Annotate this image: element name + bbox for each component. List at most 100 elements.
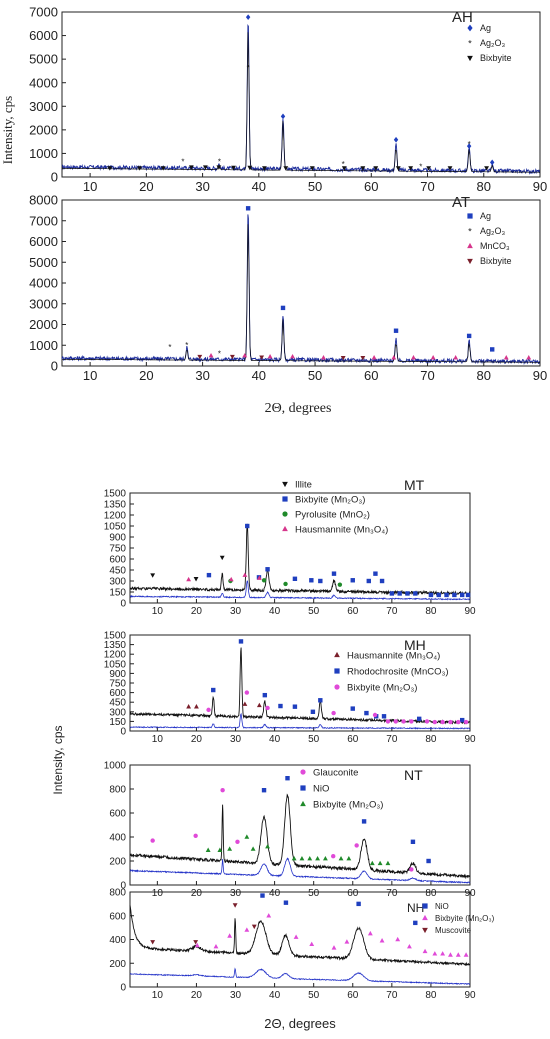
phase-marker [216, 165, 222, 170]
top-ylabel: Intensity, cps [0, 96, 15, 164]
reference-trace [129, 857, 471, 884]
phase-marker [232, 903, 238, 908]
phase-marker [193, 940, 199, 945]
y-tick-label: 6000 [29, 234, 58, 249]
legend-label: Rhodochrosite (MnCO₃) [347, 666, 449, 677]
y-tick-label: 1350 [104, 500, 127, 511]
phase-marker [428, 592, 434, 598]
phase-marker [466, 143, 472, 149]
y-tick-label: 800 [109, 785, 126, 796]
phase-marker [484, 166, 489, 171]
phase-marker [186, 576, 192, 582]
y-tick-label: 8000 [29, 193, 58, 208]
phase-marker [244, 927, 250, 932]
x-tick-label: 40 [269, 888, 281, 899]
phase-marker [344, 939, 350, 944]
chart-mh: 10 20 30 40 50 60 70 80 900150300450600750900105… [104, 631, 476, 746]
legend-label: Hausmannite (Mn₃O₄) [347, 650, 440, 661]
y-tick-label: 600 [109, 809, 126, 820]
x-tick-label: 80 [425, 888, 437, 899]
phase-marker [364, 710, 369, 716]
phase-marker [267, 354, 273, 359]
phase-marker [459, 717, 465, 723]
phase-marker [309, 941, 315, 947]
phase-marker [265, 567, 270, 572]
phase-marker: * [218, 158, 221, 167]
phase-marker [448, 952, 453, 957]
phase-marker [137, 166, 143, 171]
y-tick-label: 400 [109, 833, 126, 844]
phase-marker [463, 719, 469, 725]
legend-label: Pyrolusite (MnO₂) [295, 509, 370, 520]
x-tick-label: 60 [347, 888, 359, 899]
phase-marker [322, 855, 328, 861]
phase-marker [452, 592, 457, 598]
phase-marker [194, 942, 200, 948]
y-tick-label: 600 [109, 688, 126, 699]
reference-trace [129, 967, 470, 986]
phase-marker [360, 166, 366, 171]
phase-marker: * [468, 140, 471, 149]
legend-marker [300, 800, 306, 807]
phase-marker [321, 355, 326, 360]
phase-marker [373, 571, 378, 576]
y-tick-label: 800 [109, 888, 126, 899]
y-tick-label: 7000 [29, 213, 58, 228]
x-tick-label: 10 [152, 606, 164, 617]
y-tick-label: 600 [109, 911, 126, 922]
phase-marker [107, 166, 113, 171]
legend-marker [422, 914, 428, 921]
x-tick-label: 60 [347, 734, 359, 745]
phase-marker [331, 854, 336, 859]
x-tick-label: 10 [152, 990, 164, 1001]
legend-marker [422, 927, 428, 934]
legend-marker [300, 785, 306, 791]
x-tick-label: 80 [425, 990, 437, 1001]
y-tick-label: 1000 [29, 146, 58, 161]
phase-marker [430, 355, 436, 360]
phase-marker [250, 846, 256, 851]
phase-marker [245, 206, 251, 211]
phase-marker [293, 934, 299, 939]
phase-marker [407, 943, 412, 949]
phase-marker [262, 692, 268, 698]
phase-marker [385, 719, 391, 724]
phase-marker [463, 952, 469, 957]
phase-marker [315, 855, 321, 861]
phase-marker [409, 867, 414, 872]
phase-marker [285, 776, 290, 781]
phase-marker [422, 948, 428, 954]
phase-marker [377, 860, 383, 866]
phase-marker [188, 165, 194, 170]
x-tick-label: 40 [252, 179, 266, 194]
phase-marker [490, 159, 495, 166]
y-tick-label: 0 [120, 983, 126, 994]
phase-marker [424, 719, 430, 724]
phase-marker [456, 719, 461, 725]
legend-marker [282, 481, 288, 488]
legend-label: Muscovite [435, 926, 472, 935]
phase-marker [366, 578, 371, 584]
phase-marker [354, 843, 359, 848]
y-tick-label: 5000 [29, 255, 58, 270]
phase-marker: * [247, 64, 250, 73]
phase-marker: * [419, 162, 422, 171]
y-tick-label: 750 [109, 544, 126, 555]
phase-marker [350, 706, 355, 711]
legend-marker [467, 258, 473, 265]
phase-marker [244, 834, 250, 839]
x-tick-label: 10 [83, 368, 97, 383]
y-tick-label: 900 [109, 669, 126, 680]
phase-marker [459, 592, 465, 598]
phase-marker [260, 893, 265, 898]
x-tick-label: 20 [191, 990, 203, 1001]
y-tick-label: 2000 [29, 317, 58, 332]
legend-marker [334, 668, 340, 674]
legend-label: Bixbyite (Mn₂O₃) [435, 914, 495, 923]
phase-marker [283, 166, 289, 171]
y-tick-label: 150 [109, 588, 126, 599]
x-tick-label: 40 [252, 368, 266, 383]
phase-marker [251, 924, 257, 930]
phase-marker [346, 855, 352, 861]
phase-marker [405, 591, 410, 596]
